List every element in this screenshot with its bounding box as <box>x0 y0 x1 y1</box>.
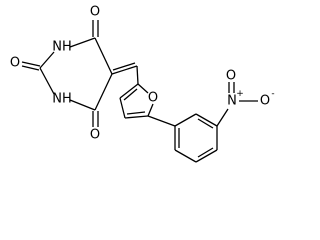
background <box>0 0 291 173</box>
atom-label: O <box>90 5 100 20</box>
atom-label: O <box>260 94 270 109</box>
atom-label: O <box>10 56 20 71</box>
bonds <box>21 20 258 163</box>
atom-label: O <box>90 128 100 143</box>
atom-label: N <box>227 94 237 109</box>
atom-label: NH <box>52 40 72 55</box>
atom-label: O <box>226 69 236 84</box>
atom-charge: - <box>271 89 274 99</box>
structure-diagram: O NH O NH O O N + O O - <box>0 0 291 173</box>
atom-label: NH <box>52 92 72 107</box>
atom-labels: O NH O NH O O N + O O - <box>10 5 275 143</box>
atom-charge: + <box>236 89 244 99</box>
atom-label: O <box>148 91 158 106</box>
